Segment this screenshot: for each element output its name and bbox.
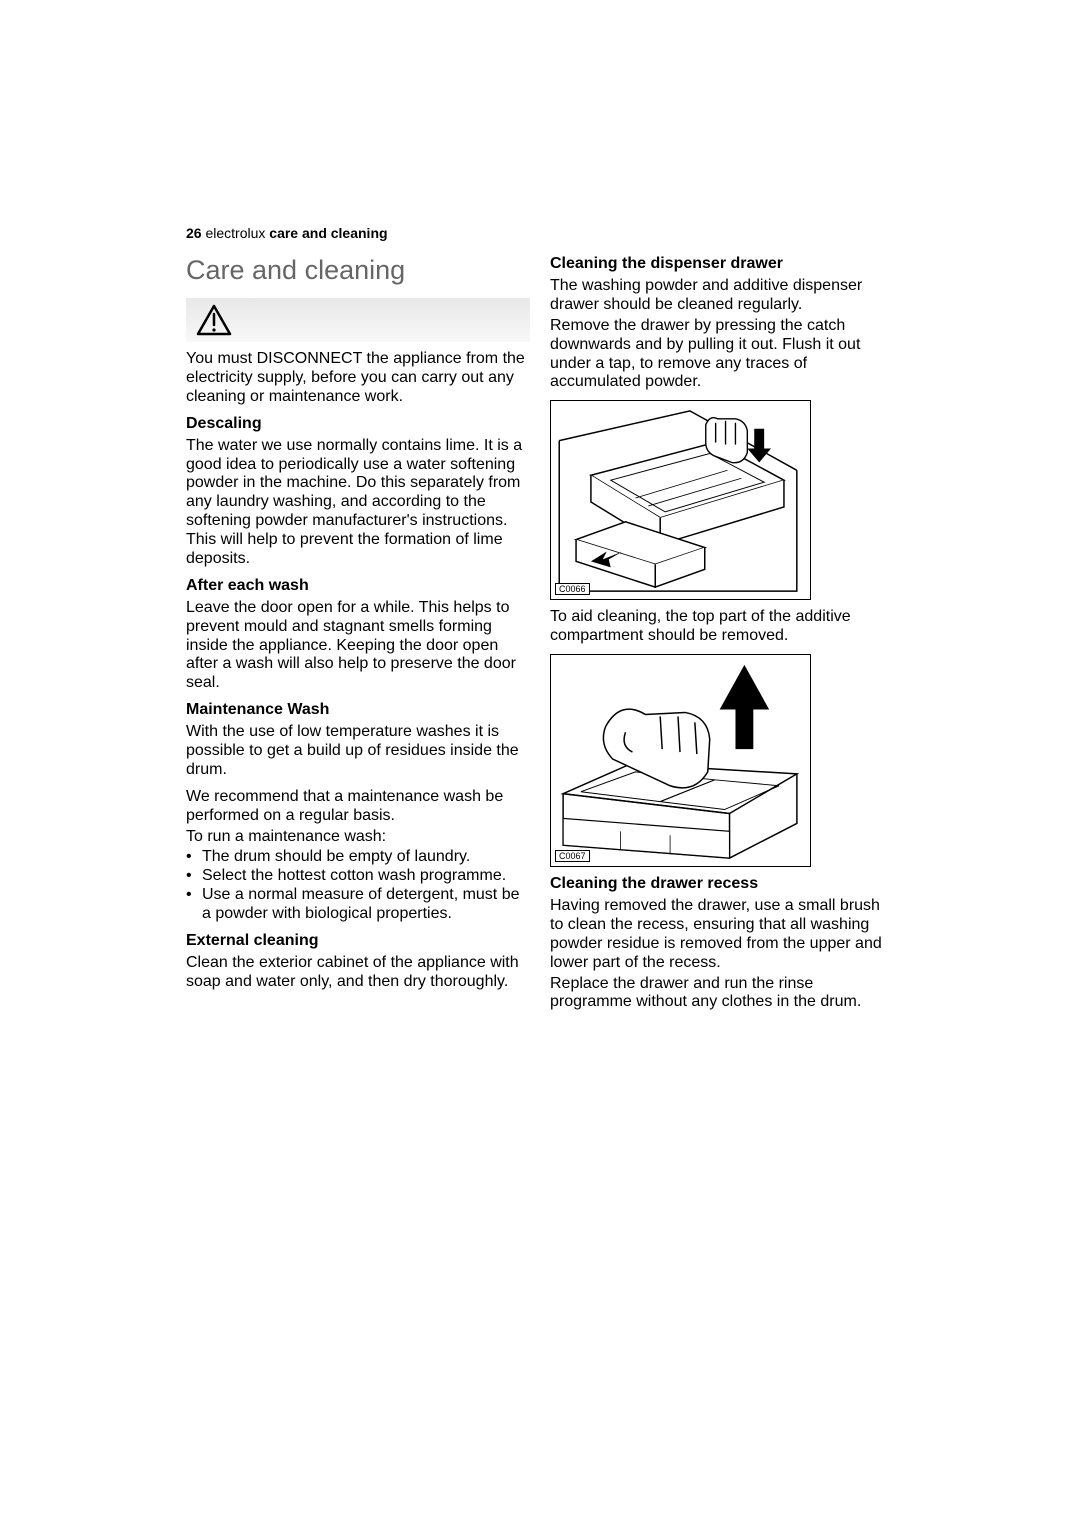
subheading-external: External cleaning bbox=[186, 932, 530, 950]
warning-callout bbox=[186, 298, 530, 342]
figure-label: C0066 bbox=[555, 583, 590, 595]
after-wash-text: Leave the door open for a while. This he… bbox=[186, 599, 530, 693]
recess-p2: Replace the drawer and run the rinse pro… bbox=[550, 975, 894, 1013]
list-item: Select the hottest cotton wash programme… bbox=[186, 867, 530, 886]
subheading-maintenance: Maintenance Wash bbox=[186, 701, 530, 719]
maintenance-bullets: The drum should be empty of laundry. Sel… bbox=[186, 848, 530, 924]
page-header: 26 electrolux care and cleaning bbox=[186, 225, 894, 241]
manual-page: 26 electrolux care and cleaning Care and… bbox=[186, 225, 894, 1020]
dispenser-p1: The washing powder and additive dispense… bbox=[550, 277, 894, 315]
figure-compartment-remove: C0067 bbox=[550, 654, 811, 867]
section-name: care and cleaning bbox=[269, 225, 387, 241]
maintenance-p2: We recommend that a maintenance wash be … bbox=[186, 788, 530, 826]
two-column-layout: Care and cleaning You must DISCONNECT th… bbox=[186, 255, 894, 1020]
subheading-descaling: Descaling bbox=[186, 415, 530, 433]
figure-dispenser-remove: C0066 bbox=[550, 400, 811, 600]
compartment-text: To aid cleaning, the top part of the add… bbox=[550, 608, 894, 646]
subheading-after-wash: After each wash bbox=[186, 577, 530, 595]
page-number: 26 bbox=[186, 225, 202, 241]
maintenance-p1: With the use of low temperature washes i… bbox=[186, 723, 530, 780]
left-column: Care and cleaning You must DISCONNECT th… bbox=[186, 255, 530, 1020]
warning-icon bbox=[196, 304, 520, 336]
list-item: The drum should be empty of laundry. bbox=[186, 848, 530, 867]
external-text: Clean the exterior cabinet of the applia… bbox=[186, 954, 530, 992]
page-title: Care and cleaning bbox=[186, 255, 530, 286]
warning-text: You must DISCONNECT the appliance from t… bbox=[186, 350, 530, 407]
list-item: Use a normal measure of detergent, must … bbox=[186, 886, 530, 924]
dispenser-p2: Remove the drawer by pressing the catch … bbox=[550, 317, 894, 393]
right-column: Cleaning the dispenser drawer The washin… bbox=[550, 255, 894, 1020]
brand-name: electrolux bbox=[205, 225, 265, 241]
figure-label: C0067 bbox=[555, 850, 590, 862]
maintenance-p3: To run a maintenance wash: bbox=[186, 828, 530, 847]
recess-p1: Having removed the drawer, use a small b… bbox=[550, 897, 894, 973]
subheading-recess: Cleaning the drawer recess bbox=[550, 875, 894, 893]
subheading-dispenser: Cleaning the dispenser drawer bbox=[550, 255, 894, 273]
descaling-text: The water we use normally contains lime.… bbox=[186, 437, 530, 569]
